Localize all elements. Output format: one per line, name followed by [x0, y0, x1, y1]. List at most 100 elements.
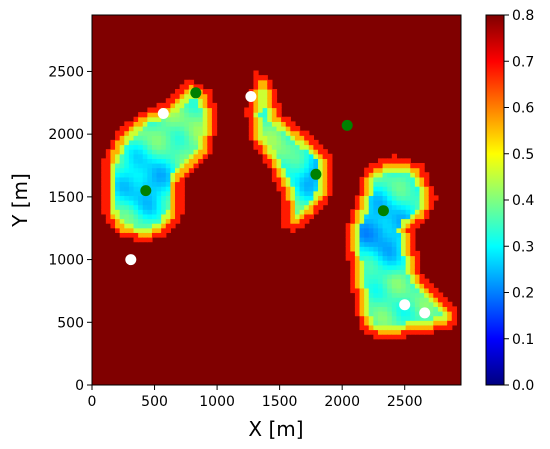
- heatmap-cell: [368, 167, 374, 173]
- heatmap-cell: [151, 181, 158, 187]
- heatmap-cell: [364, 172, 370, 178]
- heatmap-cell: [401, 227, 407, 233]
- heatmap-cell: [175, 121, 181, 127]
- heatmap-cell: [276, 163, 282, 169]
- heatmap-cell: [262, 149, 268, 155]
- y-axis-label: Y [m]: [8, 173, 32, 228]
- heatmap-cell: [258, 107, 264, 113]
- heatmap-cell: [193, 112, 199, 118]
- heatmap-cell: [175, 93, 181, 99]
- heatmap-cell: [188, 98, 195, 104]
- heatmap-cell: [414, 311, 421, 317]
- heatmap-cell: [299, 176, 305, 183]
- heatmap-cell: [299, 130, 305, 136]
- heatmap-cell: [294, 223, 301, 229]
- heatmap-cell: [170, 163, 176, 169]
- heatmap-cell: [304, 209, 310, 215]
- heatmap-cell: [285, 116, 291, 122]
- heatmap-cell: [359, 232, 365, 238]
- heatmap-cell: [401, 246, 407, 252]
- heatmap-cell: [179, 167, 185, 173]
- heatmap-cell: [202, 130, 208, 136]
- heatmap-cell: [138, 190, 144, 196]
- heatmap-cell: [110, 186, 116, 192]
- heatmap-cell: [359, 213, 365, 220]
- heatmap-cell: [133, 209, 139, 215]
- heatmap-cell: [424, 176, 430, 183]
- heatmap-cell: [271, 158, 278, 164]
- heatmap-cell: [138, 126, 144, 132]
- heatmap-cell: [184, 126, 190, 132]
- heatmap-cell: [294, 200, 301, 206]
- heatmap-cell: [142, 130, 148, 136]
- heatmap-cell: [414, 209, 421, 215]
- heatmap-cell: [110, 218, 116, 224]
- heatmap-cell: [405, 246, 411, 252]
- heatmap-cell: [207, 121, 213, 127]
- heatmap-cell: [193, 84, 199, 90]
- heatmap-cell: [364, 306, 370, 312]
- heatmap-cell: [115, 144, 121, 150]
- heatmap-cell: [419, 195, 425, 201]
- heatmap-cell: [405, 181, 411, 187]
- heatmap-cell: [281, 190, 287, 196]
- heatmap-cell: [368, 172, 374, 178]
- heatmap-cell: [396, 172, 402, 178]
- heatmap-cell: [405, 158, 411, 164]
- heatmap-cell: [202, 153, 208, 159]
- heatmap-cell: [161, 121, 167, 127]
- heatmap-cell: [128, 200, 135, 206]
- heatmap-cell: [327, 176, 333, 183]
- heatmap-cell: [101, 200, 107, 206]
- heatmap-cell: [156, 121, 162, 127]
- heatmap-cell: [345, 241, 351, 247]
- heatmap-cell: [391, 209, 398, 215]
- heatmap-cell: [308, 149, 314, 155]
- heatmap-cell: [322, 172, 328, 178]
- heatmap-cell: [405, 269, 411, 275]
- heatmap-cell: [198, 153, 204, 159]
- heatmap-cell: [354, 264, 361, 270]
- heatmap-cell: [304, 176, 310, 183]
- heatmap-cell: [433, 315, 439, 321]
- heatmap-cell: [424, 283, 430, 289]
- heatmap-cell: [198, 135, 204, 141]
- heatmap-cell: [115, 163, 121, 169]
- heatmap-cell: [377, 274, 384, 280]
- heatmap-cell: [198, 112, 204, 118]
- heatmap-cell: [161, 232, 167, 238]
- heatmap-cell: [156, 102, 162, 109]
- heatmap-cell: [373, 167, 379, 173]
- heatmap-cell: [151, 167, 158, 173]
- heatmap-cell: [161, 223, 167, 229]
- heatmap-cell: [156, 181, 162, 187]
- heatmap-cell: [211, 102, 218, 109]
- heatmap-cell: [364, 167, 370, 173]
- heatmap-cell: [364, 329, 370, 335]
- heatmap-cell: [142, 116, 148, 122]
- heatmap-cell: [401, 195, 407, 201]
- heatmap-cell: [262, 93, 268, 99]
- marker-point: [419, 307, 431, 319]
- heatmap-cell: [382, 292, 388, 298]
- heatmap-cell: [142, 139, 148, 146]
- heatmap-cell: [437, 297, 444, 303]
- heatmap-cell: [147, 163, 153, 169]
- heatmap-cell: [262, 158, 268, 164]
- heatmap-cell: [184, 167, 190, 173]
- heatmap-cell: [262, 126, 268, 132]
- heatmap-cell: [115, 204, 121, 210]
- heatmap-cell: [151, 121, 158, 127]
- heatmap-cell: [211, 116, 218, 122]
- heatmap-cell: [110, 172, 116, 178]
- heatmap-cell: [396, 158, 402, 164]
- heatmap-cell: [202, 107, 208, 113]
- heatmap-cell: [308, 200, 314, 206]
- heatmap-cell: [377, 260, 384, 266]
- heatmap-cell: [382, 301, 388, 307]
- heatmap-cell: [318, 204, 324, 210]
- heatmap-cell: [202, 135, 208, 141]
- heatmap-cell: [147, 227, 153, 233]
- heatmap-cell: [156, 190, 162, 196]
- heatmap-cell: [147, 172, 153, 178]
